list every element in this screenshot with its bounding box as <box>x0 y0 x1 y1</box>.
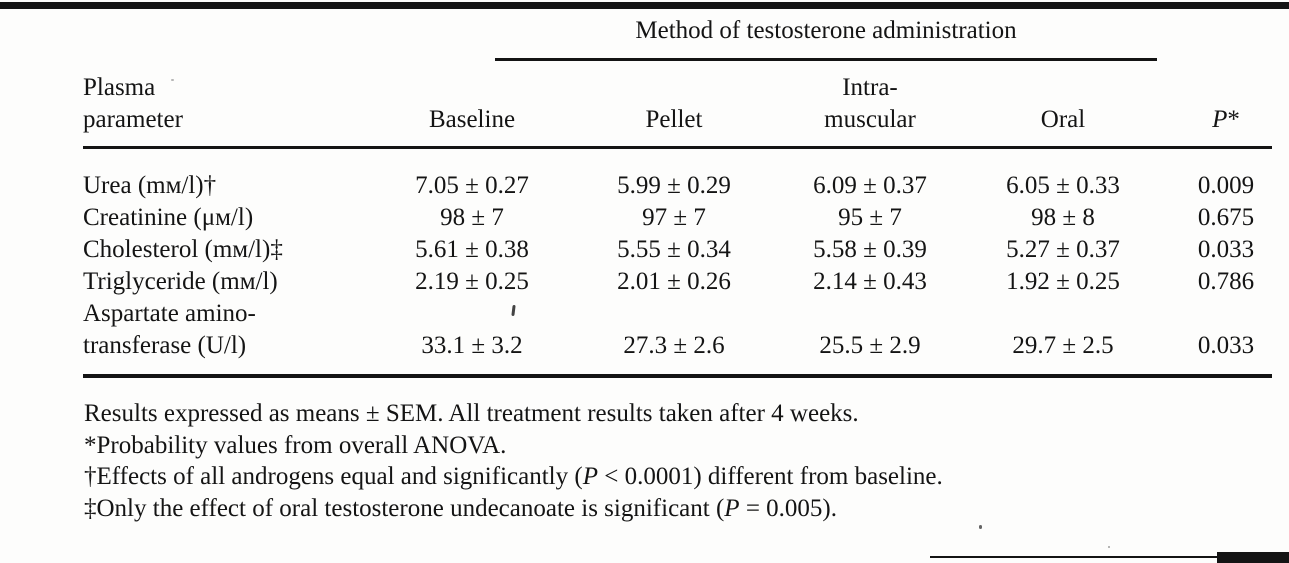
header-row-1: Plasma Intra- <box>83 72 1272 104</box>
param-label: Aspartate amino- <box>83 300 256 327</box>
value-oral: 98 ± 8 <box>1031 204 1095 231</box>
value-oral: 6.05 ± 0.33 <box>1006 172 1120 199</box>
p-italic: P <box>724 494 740 522</box>
footnote-probability: *Probability values from overall ANOVA. <box>84 431 507 459</box>
value-oral: 5.27 ± 0.37 <box>1006 236 1120 263</box>
value-p: 0.033 <box>1197 236 1255 263</box>
span-header-underline <box>495 58 1157 61</box>
p-italic: P <box>1212 106 1228 133</box>
empty-cell <box>390 72 554 104</box>
span-header: Method of testosterone administration <box>635 17 1017 44</box>
empty-cell <box>554 72 794 104</box>
empty-cell <box>554 298 794 330</box>
col-header-p: P* <box>1180 104 1272 136</box>
value-pellet: 27.3 ± 2.6 <box>623 332 725 359</box>
col-header-pellet: Pellet <box>645 106 703 133</box>
p-italic: P <box>582 463 598 490</box>
param-label: Creatinine (μᴍ/l) <box>83 204 254 231</box>
scan-artifact-dot <box>1108 546 1110 548</box>
empty-cell <box>946 298 1180 330</box>
top-border-rule <box>0 2 1289 9</box>
footnote-dagger: †Effects of all androgens equal and sign… <box>84 461 943 493</box>
empty-cell <box>946 72 1180 104</box>
footnote-results: Results expressed as means ± SEM. All tr… <box>84 400 859 427</box>
value-intramuscular: 2.14 ± 0.43 <box>813 268 927 295</box>
col-header-intramuscular-top: Intra- <box>842 74 898 101</box>
param-label: Cholesterol (mᴍ/l)‡ <box>83 236 283 263</box>
value-intramuscular: 6.09 ± 0.37 <box>813 172 927 199</box>
param-label: Urea (mᴍ/l)† <box>83 172 217 199</box>
header-row-2: parameter Baseline Pellet muscular Oral … <box>83 104 1272 136</box>
value-baseline: 5.61 ± 0.38 <box>415 236 529 263</box>
value-pellet: 2.01 ± 0.26 <box>617 268 731 295</box>
p-asterisk: * <box>1227 106 1240 133</box>
footnote-text: = 0.005). <box>739 494 838 522</box>
param-label: Triglyceride (mᴍ/l) <box>83 268 278 295</box>
scan-artifact-dot <box>171 79 174 81</box>
table-row-urea: Urea (mᴍ/l)† 7.05 ± 0.27 5.99 ± 0.29 6.0… <box>83 170 1272 202</box>
param-label: transferase (U/l) <box>83 332 247 359</box>
empty-cell <box>390 298 554 330</box>
empty-cell <box>794 298 946 330</box>
table-bottom-rule <box>83 374 1272 378</box>
col-header-oral: Oral <box>1040 106 1086 133</box>
value-p: 0.675 <box>1197 204 1255 231</box>
value-baseline: 98 ± 7 <box>440 204 504 231</box>
value-p: 0.009 <box>1197 172 1255 199</box>
value-baseline: 33.1 ± 3.2 <box>421 332 523 359</box>
footnotes-block: Results expressed as means ± SEM. All tr… <box>84 398 943 524</box>
table-row-aspartate-line2: transferase (U/l) 33.1 ± 3.2 27.3 ± 2.6 … <box>83 330 1272 362</box>
value-pellet: 97 ± 7 <box>642 204 706 231</box>
bottom-right-thick-rule <box>1217 552 1289 563</box>
footnote-text: †Effects of all androgens equal and sign… <box>84 463 583 490</box>
value-intramuscular: 5.58 ± 0.39 <box>813 236 927 263</box>
col-header-intramuscular-bottom: muscular <box>824 106 916 133</box>
footnote-double-dagger: ‡Only the effect of oral testosterone un… <box>84 493 943 525</box>
value-oral: 29.7 ± 2.5 <box>1012 332 1114 359</box>
value-baseline: 2.19 ± 0.25 <box>415 268 529 295</box>
footnote-text: < 0.0001) different from baseline. <box>597 463 943 490</box>
empty-cell <box>83 136 1272 170</box>
footnote-text: ‡Only the effect of oral testosterone un… <box>84 494 725 522</box>
bottom-right-thin-rule <box>930 556 1289 558</box>
column-header-rule <box>83 146 1272 149</box>
value-p: 0.786 <box>1197 268 1255 295</box>
header-gap-row <box>83 136 1272 170</box>
table-row-triglyceride: Triglyceride (mᴍ/l) 2.19 ± 0.25 2.01 ± 0… <box>83 266 1272 298</box>
value-pellet: 5.55 ± 0.34 <box>617 236 731 263</box>
table-row-cholesterol: Cholesterol (mᴍ/l)‡ 5.61 ± 0.38 5.55 ± 0… <box>83 234 1272 266</box>
value-p: 0.033 <box>1197 332 1255 359</box>
value-intramuscular: 95 ± 7 <box>838 204 902 231</box>
col-header-parameter: parameter <box>83 106 183 133</box>
value-oral: 1.92 ± 0.25 <box>1006 268 1120 295</box>
table-row-creatinine: Creatinine (μᴍ/l) 98 ± 7 97 ± 7 95 ± 7 9… <box>83 202 1272 234</box>
col-header-plasma: Plasma <box>83 74 156 101</box>
col-header-baseline: Baseline <box>428 106 516 133</box>
value-baseline: 7.05 ± 0.27 <box>415 172 529 199</box>
scan-artifact-dot <box>979 525 982 529</box>
plasma-parameters-table: Plasma Intra- parameter Baseline Pellet … <box>83 72 1272 362</box>
empty-cell <box>1180 298 1272 330</box>
value-intramuscular: 25.5 ± 2.9 <box>819 332 921 359</box>
table-row-aspartate-line1: Aspartate amino- <box>83 298 1272 330</box>
empty-cell <box>1180 72 1272 104</box>
value-pellet: 5.99 ± 0.29 <box>617 172 731 199</box>
